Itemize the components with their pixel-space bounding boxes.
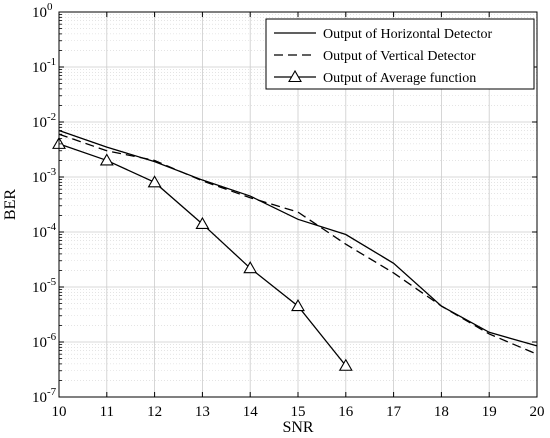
x-axis-ticks: 10 11 12 13 14 15 16 17 18 19 20 (52, 12, 545, 420)
y-tick-label: 10-1 (32, 56, 56, 76)
y-tick-label: 10-6 (32, 331, 57, 351)
triangle-marker (338, 358, 353, 371)
x-tick-label: 10 (52, 404, 67, 420)
series-line (58, 133, 538, 355)
series-layer (52, 129, 538, 371)
y-tick-label: 10-2 (32, 111, 56, 131)
y-axis-title: BER (2, 189, 19, 220)
grid (58, 11, 538, 398)
x-tick-label: 13 (195, 404, 210, 420)
y-tick-label: 10-7 (32, 386, 57, 406)
y-tick-label: 10-3 (32, 166, 57, 186)
triangle-marker (99, 153, 114, 166)
x-axis-title: SNR (282, 419, 313, 436)
legend-label: Output of Average function (323, 71, 476, 86)
y-tick-label: 10-4 (32, 221, 57, 241)
x-tick-label: 15 (291, 404, 306, 420)
legend: Output of Horizontal Detector Output of V… (265, 18, 535, 90)
triangle-marker (195, 216, 210, 230)
x-tick-label: 18 (434, 404, 449, 420)
x-tick-label: 20 (530, 404, 545, 420)
legend-label: Output of Horizontal Detector (323, 27, 492, 42)
x-tick-label: 16 (338, 404, 354, 420)
legend-label: Output of Vertical Detector (323, 49, 476, 64)
triangle-marker (147, 175, 162, 188)
y-tick-label: 10-5 (32, 276, 57, 296)
triangle-marker (288, 69, 302, 83)
y-tick-label: 100 (32, 1, 53, 21)
triangle-marker (243, 261, 258, 274)
x-tick-label: 12 (147, 404, 162, 420)
x-tick-label: 14 (243, 404, 259, 420)
x-tick-label: 17 (386, 404, 402, 420)
x-tick-label: 19 (482, 404, 497, 420)
triangle-marker (291, 298, 305, 312)
x-tick-label: 11 (100, 404, 114, 420)
